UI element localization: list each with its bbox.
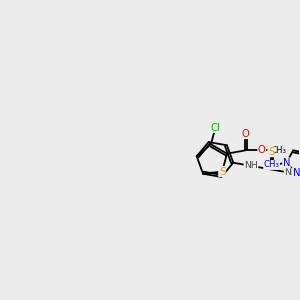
Text: Cl: Cl xyxy=(211,123,220,133)
Text: O: O xyxy=(242,129,249,139)
Text: CH₃: CH₃ xyxy=(264,160,280,169)
Text: NH: NH xyxy=(284,168,298,177)
Text: CH₃: CH₃ xyxy=(270,146,286,155)
Text: N: N xyxy=(283,158,290,168)
Text: N: N xyxy=(292,168,300,178)
Text: S: S xyxy=(219,167,226,177)
Text: O: O xyxy=(258,146,266,155)
Text: S: S xyxy=(268,147,274,157)
Text: NH: NH xyxy=(244,161,258,170)
